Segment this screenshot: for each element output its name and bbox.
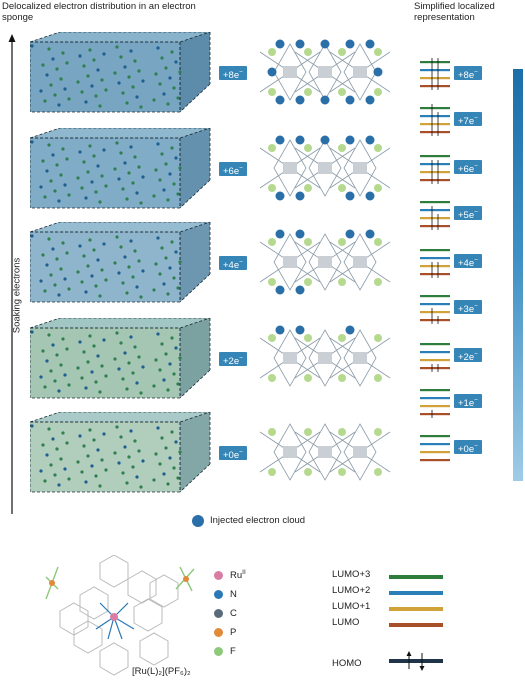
level-diagram-3: +5e− xyxy=(420,198,515,232)
electron-count-tag-2: +4e− xyxy=(219,256,247,271)
orbital-label-0: LUMO+3 xyxy=(332,569,371,580)
electron-count-tag-3: +2e− xyxy=(219,352,247,367)
level-diagram-7: +1e− xyxy=(420,386,515,420)
atom-label-3: P xyxy=(230,627,237,638)
orbital-bar-0 xyxy=(389,575,443,579)
electron-count-tag-1: +6e− xyxy=(219,162,247,177)
crystal-box-0 xyxy=(30,32,211,113)
homo-label: HOMO xyxy=(332,658,362,669)
level-tag-6: +2e− xyxy=(454,348,482,363)
crystal-box-3 xyxy=(30,318,211,399)
right-header: Simplified localized representation xyxy=(414,1,495,23)
orbital-bar-2 xyxy=(389,607,443,611)
left-header: Delocalized electron distribution in an … xyxy=(2,1,196,23)
atom-dot-2 xyxy=(214,609,223,618)
level-diagram-8: +0e− xyxy=(420,432,515,466)
atom-dot-3 xyxy=(214,628,223,637)
crystal-box-1 xyxy=(30,128,211,209)
framework-view-2 xyxy=(259,229,391,295)
homo-level xyxy=(389,651,443,671)
level-tag-2: +6e− xyxy=(454,160,482,175)
level-diagram-2: +6e− xyxy=(420,152,515,186)
crystal-box-4 xyxy=(30,412,211,493)
atom-label-2: C xyxy=(230,608,237,619)
atom-label-4: F xyxy=(230,646,236,657)
level-tag-4: +4e− xyxy=(454,254,482,269)
molecule-structure xyxy=(45,555,195,676)
level-tag-3: +5e− xyxy=(454,206,482,221)
level-tag-1: +7e− xyxy=(454,112,482,127)
formula-label: [Ru(L)₂](PF₆)₂ xyxy=(132,666,191,677)
electron-cloud-icon xyxy=(192,515,204,527)
level-diagram-1: +7e− xyxy=(420,104,515,138)
orbital-label-2: LUMO+1 xyxy=(332,601,371,612)
atom-dot-0 xyxy=(214,571,223,580)
framework-view-3 xyxy=(259,325,391,387)
electron-gradient-bar xyxy=(513,69,523,481)
electron-cloud-legend: Injected electron cloud xyxy=(210,515,306,526)
framework-view-0 xyxy=(259,39,391,105)
framework-view-4 xyxy=(259,423,391,481)
soaking-arrow xyxy=(8,34,16,514)
level-diagram-4: +4e− xyxy=(420,246,515,280)
level-diagram-6: +2e− xyxy=(420,340,515,374)
orbital-label-3: LUMO xyxy=(332,617,360,628)
level-tag-7: +1e− xyxy=(454,394,482,409)
framework-view-1 xyxy=(259,135,391,201)
level-tag-0: +8e− xyxy=(454,66,482,81)
atom-dot-1 xyxy=(214,590,223,599)
axis-label: Soaking electrons xyxy=(11,257,23,334)
level-diagram-5: +3e− xyxy=(420,292,515,326)
atom-dot-4 xyxy=(214,647,223,656)
atom-label-1: N xyxy=(230,589,237,600)
electron-count-tag-0: +8e− xyxy=(219,66,247,81)
electron-count-tag-4: +0e− xyxy=(219,446,247,461)
level-tag-8: +0e− xyxy=(454,440,482,455)
level-diagram-0: +8e− xyxy=(420,58,515,92)
atom-label-0: RuII xyxy=(230,569,246,581)
orbital-bar-1 xyxy=(389,591,443,595)
level-tag-5: +3e− xyxy=(454,300,482,315)
orbital-bar-3 xyxy=(389,623,443,627)
crystal-box-2 xyxy=(30,222,211,303)
orbital-label-1: LUMO+2 xyxy=(332,585,371,596)
